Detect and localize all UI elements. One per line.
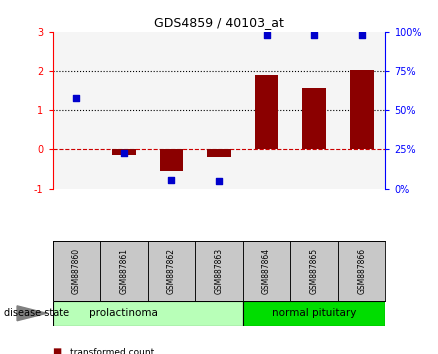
- Text: GSM887866: GSM887866: [357, 248, 366, 294]
- Text: prolactinoma: prolactinoma: [89, 308, 158, 318]
- Bar: [53, 301, 243, 326]
- Polygon shape: [17, 306, 46, 321]
- Bar: [243, 241, 290, 301]
- Bar: [290, 241, 338, 301]
- Bar: [159, 149, 184, 171]
- Point: [73, 96, 80, 101]
- Bar: [53, 241, 100, 301]
- Bar: [243, 301, 385, 326]
- Point: [215, 179, 223, 184]
- Text: ■: ■: [53, 347, 62, 354]
- Bar: [100, 241, 148, 301]
- Point: [358, 32, 365, 38]
- Text: GSM887865: GSM887865: [310, 248, 318, 294]
- Bar: [112, 149, 136, 155]
- Text: transformed count: transformed count: [70, 348, 154, 354]
- Bar: [338, 241, 385, 301]
- Text: GSM887864: GSM887864: [262, 248, 271, 294]
- Title: GDS4859 / 40103_at: GDS4859 / 40103_at: [154, 16, 284, 29]
- Point: [120, 150, 127, 156]
- Bar: [302, 88, 326, 149]
- Bar: [350, 70, 374, 149]
- Bar: [195, 241, 243, 301]
- Bar: [207, 149, 231, 157]
- Point: [263, 32, 270, 38]
- Text: disease state: disease state: [4, 308, 70, 318]
- Text: GSM887863: GSM887863: [215, 248, 223, 294]
- Text: normal pituitary: normal pituitary: [272, 308, 356, 318]
- Text: GSM887860: GSM887860: [72, 248, 81, 294]
- Point: [311, 32, 318, 38]
- Text: GSM887861: GSM887861: [120, 248, 128, 294]
- Text: GSM887862: GSM887862: [167, 248, 176, 294]
- Point: [168, 177, 175, 183]
- Bar: [148, 241, 195, 301]
- Bar: [254, 75, 279, 149]
